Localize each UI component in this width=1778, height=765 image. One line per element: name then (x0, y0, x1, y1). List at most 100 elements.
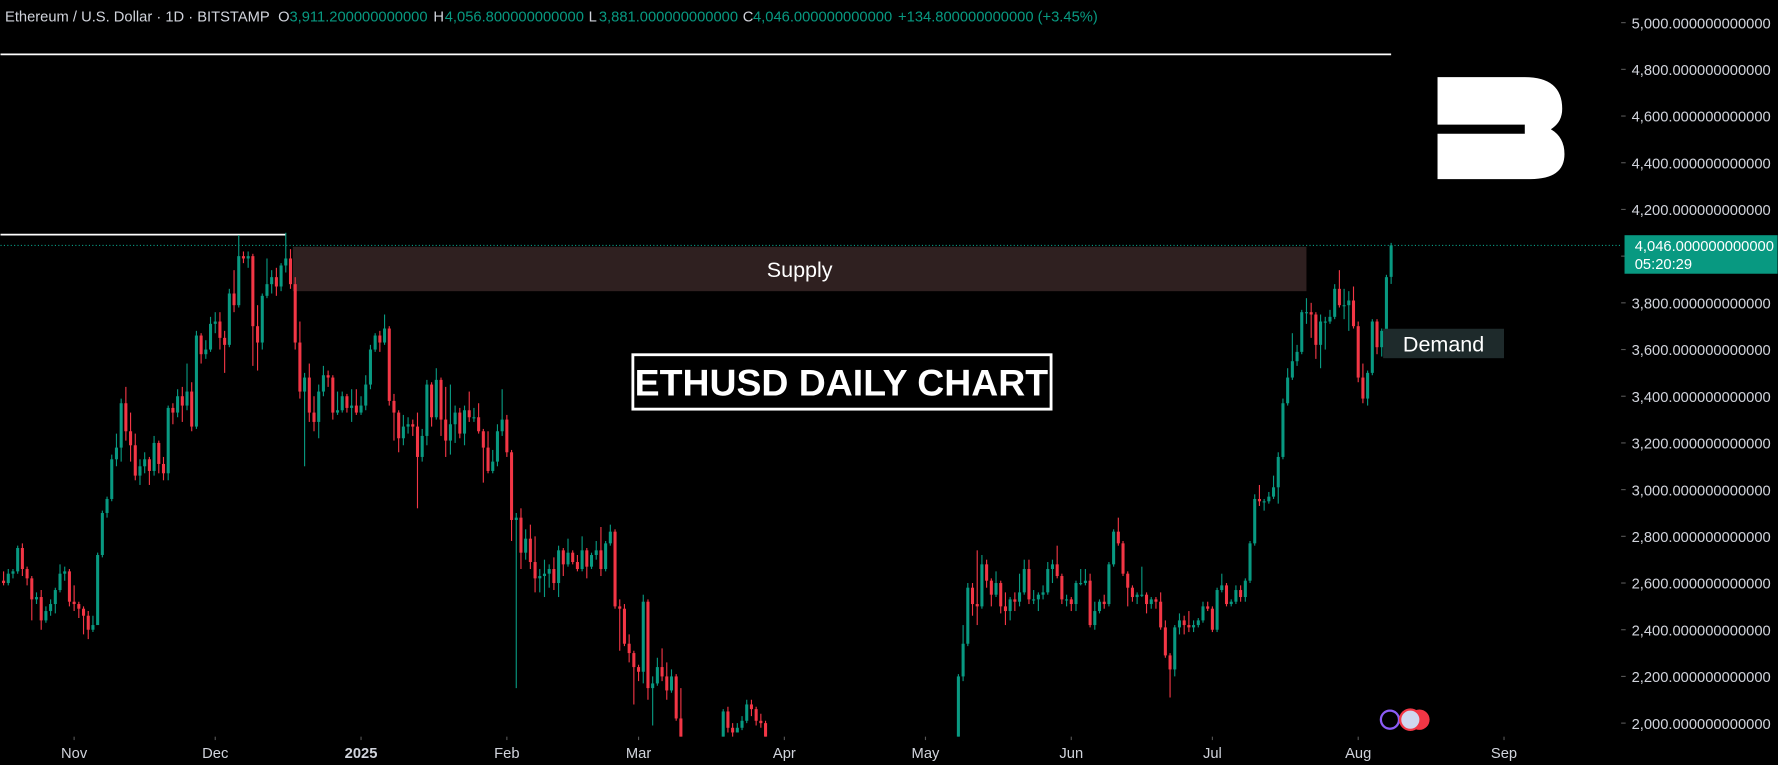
candle-body (1224, 585, 1229, 605)
candle-body (209, 323, 213, 350)
close-value: 4,046.000000000000 (753, 10, 892, 26)
candle-body (364, 384, 368, 406)
candle-body (589, 555, 594, 567)
candle-body (378, 335, 382, 343)
candle-body (166, 407, 170, 474)
candle-body (1342, 305, 1346, 307)
y-tick-label: 3,600.000000000000 (1632, 343, 1771, 359)
candle-body (1003, 606, 1007, 612)
candle-body (467, 410, 471, 418)
candle-body (1229, 601, 1233, 605)
price-tag-label: 4,046.000000000000 (1635, 239, 1774, 255)
candle-body (1032, 599, 1036, 601)
candle-body (1159, 601, 1163, 628)
candle-body (486, 447, 490, 471)
candle-body (735, 727, 739, 733)
candle-body (637, 667, 641, 672)
candle-body (1328, 316, 1332, 322)
candle-body (1257, 498, 1261, 502)
candle-body (505, 419, 509, 453)
price-tag (1624, 235, 1778, 274)
candle-body (1220, 585, 1224, 591)
candle-body (1102, 601, 1106, 605)
low-key: L (589, 10, 597, 26)
axes: 2,000.000000000000 2,200.000000000000 2,40… (61, 16, 1778, 762)
candle-body (754, 709, 758, 721)
candle-body (321, 375, 325, 392)
candle-body (956, 676, 960, 737)
candle-body (1361, 377, 1365, 399)
y-tick-label: 2,000.000000000000 (1632, 717, 1771, 733)
candle-body (980, 564, 984, 607)
candle-body (622, 608, 626, 644)
candle-body (415, 426, 420, 457)
candle-body (745, 704, 749, 721)
candle-body (1375, 321, 1379, 348)
candle-body (538, 576, 542, 579)
candle-body (1050, 564, 1054, 570)
x-tick-label: Mar (626, 746, 651, 762)
candle-body (232, 293, 236, 306)
candle-body (533, 562, 537, 579)
candle-body (1013, 599, 1017, 602)
candle-body (373, 335, 377, 350)
candle-body (1192, 625, 1196, 628)
candle-body (985, 564, 989, 581)
candle-body (1276, 456, 1280, 488)
x-tick-label: May (912, 746, 940, 762)
candle-body (500, 419, 504, 432)
candle-body (1201, 606, 1205, 621)
symbol: Ethereum / U.S. Dollar · 1D · BITSTAMP (5, 10, 270, 26)
candle-body (491, 461, 495, 471)
high-value: 4,056.800000000000 (445, 10, 584, 26)
candle-body (335, 410, 340, 413)
candle-body (270, 277, 274, 285)
candle-body (1215, 590, 1219, 630)
candle-body (1248, 543, 1252, 581)
candle-body (1243, 580, 1247, 598)
candle-body (1008, 599, 1012, 612)
candle-body (6, 573, 10, 584)
candle-body (1314, 314, 1318, 345)
candle-body (1135, 594, 1139, 598)
candle-body (1370, 321, 1374, 373)
x-tick-label: Aug (1345, 746, 1371, 762)
x-tick-label: 2025 (345, 746, 378, 762)
candle-body (613, 531, 617, 607)
candle-body (1163, 627, 1167, 656)
event-icons (1379, 708, 1430, 731)
candle-body (448, 424, 452, 441)
x-tick-label: Apr (773, 746, 796, 762)
candle-body (246, 256, 250, 259)
candle-body (1239, 590, 1243, 598)
candle-body (161, 463, 166, 474)
candle-body (585, 550, 589, 567)
change: +134.800000000000 (+3.45%) (898, 10, 1098, 26)
candle-body (16, 548, 20, 572)
candle-body (387, 328, 391, 401)
candle-body (119, 403, 123, 448)
candle-body (359, 405, 363, 413)
candle-body (218, 321, 222, 338)
y-tick-label: 3,200.000000000000 (1632, 437, 1771, 453)
candle-body (1121, 543, 1125, 574)
candle-body (44, 611, 48, 621)
candle-body (646, 601, 650, 689)
y-tick-label: 2,800.000000000000 (1632, 530, 1771, 546)
candle-body (1262, 501, 1266, 503)
candle-body (114, 447, 118, 460)
candle-body (53, 590, 57, 605)
candle-body (1356, 326, 1360, 378)
candle-body (1154, 599, 1158, 602)
candle-body (1018, 592, 1022, 602)
x-tick-label: Nov (61, 746, 88, 762)
candle-body (571, 552, 575, 563)
candle-body (444, 419, 448, 441)
candle-body (133, 445, 137, 476)
candle-body (1351, 300, 1356, 327)
candle-body (1347, 300, 1351, 306)
candle-body (1206, 606, 1210, 609)
chart-title: ETHUSD DAILY CHART (635, 362, 1049, 404)
candle-body (740, 720, 744, 728)
high-key: H (433, 10, 444, 26)
